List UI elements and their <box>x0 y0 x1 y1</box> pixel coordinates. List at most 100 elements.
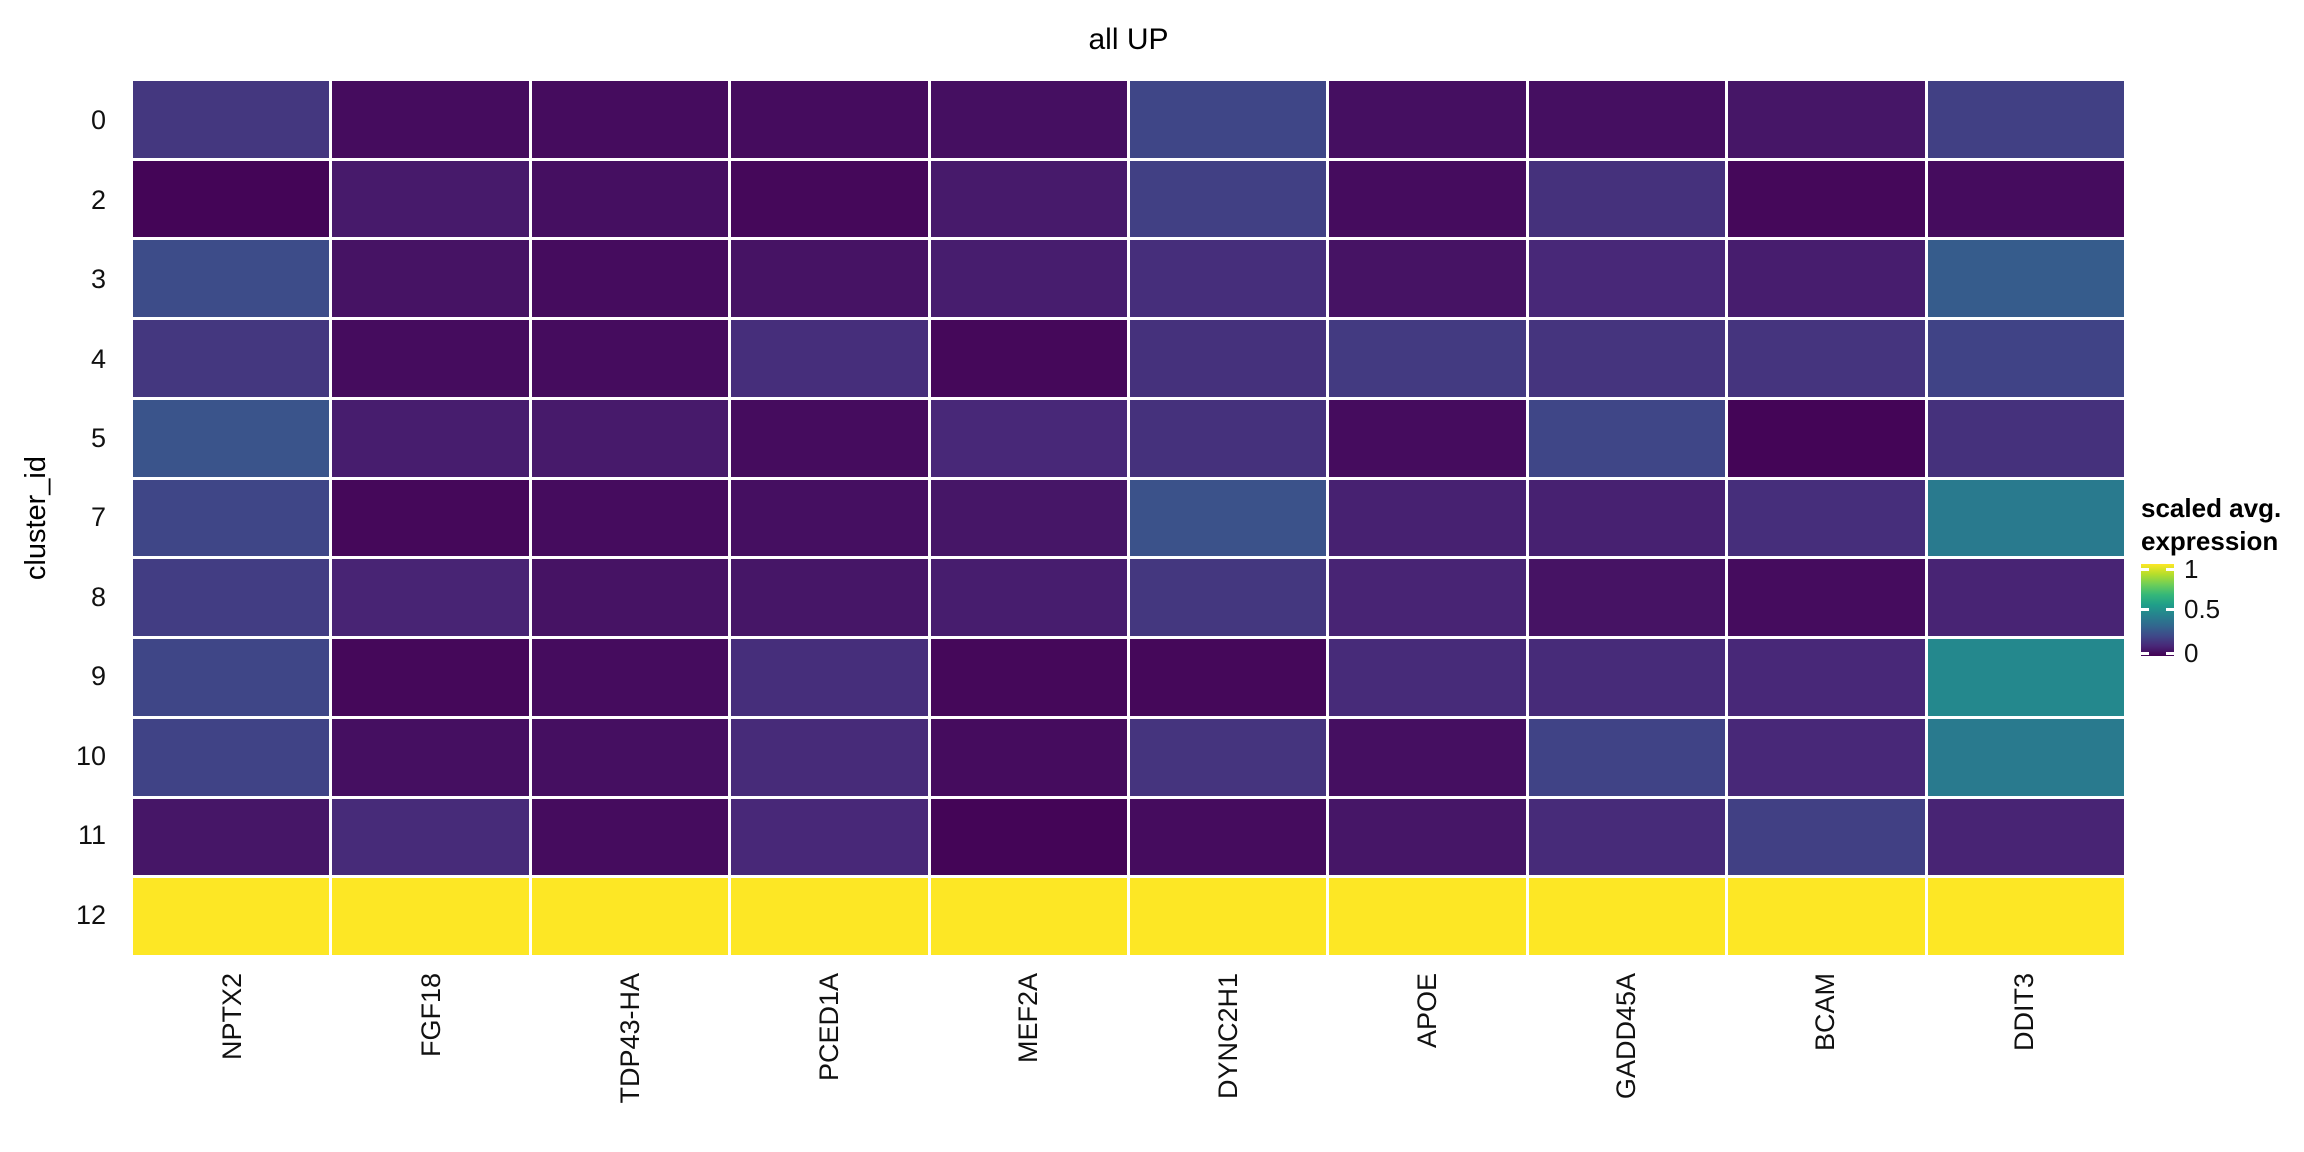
x-tick-cell: PCED1A <box>730 973 929 1148</box>
heatmap-cell <box>1927 160 2124 238</box>
y-tick-label: 12 <box>75 899 106 930</box>
heatmap-cell <box>332 878 529 955</box>
heatmap-cell <box>1728 399 1925 477</box>
heatmap-cell <box>930 81 1127 158</box>
legend-title: scaled avg. expression <box>2141 492 2304 558</box>
heatmap-cell <box>1927 639 2124 716</box>
x-tick-cell: DDIT3 <box>1925 973 2124 1148</box>
heatmap-cell <box>133 399 330 477</box>
heatmap-cell <box>1728 479 1925 557</box>
heatmap-cell <box>1129 559 1327 637</box>
heatmap-cell <box>731 399 928 477</box>
heatmap-cell <box>930 399 1127 477</box>
x-tick-label: FGF18 <box>416 973 447 1058</box>
heatmap-cell <box>731 81 928 158</box>
heatmap-cell <box>1129 399 1327 477</box>
heatmap-cell <box>1329 878 1526 955</box>
heatmap-cell <box>332 639 529 716</box>
heatmap-cell <box>531 479 729 557</box>
y-tick-label: 2 <box>90 184 106 215</box>
y-tick-label: 11 <box>77 820 106 851</box>
heatmap-cell <box>731 479 928 557</box>
heatmap-cell <box>930 639 1127 716</box>
legend-tick-label: 0.5 <box>2184 594 2221 624</box>
heatmap-cell <box>1329 320 1526 397</box>
heatmap-cell <box>1728 718 1925 796</box>
x-tick-label: APOE <box>1411 973 1442 1049</box>
heatmap-cell <box>1329 399 1526 477</box>
heatmap-cell <box>1528 240 1726 318</box>
legend-tick-mark <box>2166 652 2174 655</box>
heatmap-cell <box>1129 320 1327 397</box>
heatmap-cell <box>332 320 529 397</box>
y-tick-label: 7 <box>90 502 106 533</box>
x-tick-label: TDP43-HA <box>615 973 646 1104</box>
heatmap-cell <box>930 878 1127 955</box>
heatmap-cell <box>930 320 1127 397</box>
heatmap-cell <box>1728 798 1925 876</box>
heatmap-cell <box>531 240 729 318</box>
heatmap-cell <box>332 798 529 876</box>
heatmap-cell <box>731 160 928 238</box>
x-tick-cell: TDP43-HA <box>531 973 730 1148</box>
legend-tick-mark <box>2166 608 2174 611</box>
heatmap-cell <box>332 479 529 557</box>
heatmap-cell <box>731 240 928 318</box>
heatmap-cell <box>731 559 928 637</box>
heatmap-cell <box>1728 240 1925 318</box>
heatmap-cell <box>1329 798 1526 876</box>
heatmap-cell <box>1927 718 2124 796</box>
heatmap-cell <box>332 399 529 477</box>
heatmap-cell <box>1927 320 2124 397</box>
legend-title-line1: scaled avg. <box>2141 493 2282 523</box>
heatmap-cell <box>1528 479 1726 557</box>
heatmap-cell <box>731 320 928 397</box>
heatmap-cell <box>133 320 330 397</box>
heatmap-panel <box>133 81 2124 955</box>
heatmap-cell <box>1528 718 1726 796</box>
heatmap-cell <box>133 798 330 876</box>
heatmap-cell <box>332 240 529 318</box>
heatmap-cell <box>531 160 729 238</box>
x-tick-label: BCAM <box>1809 973 1840 1052</box>
heatmap-cell <box>1927 81 2124 158</box>
heatmap-cell <box>1329 240 1526 318</box>
heatmap-cell <box>1528 399 1726 477</box>
x-tick-label: NPTX2 <box>217 973 248 1061</box>
legend-colorbar-container: 1 0.5 0 <box>2141 556 2304 666</box>
heatmap-cell <box>531 639 729 716</box>
legend-colorbar <box>2141 564 2174 656</box>
heatmap-cell <box>1129 81 1327 158</box>
heatmap-cell <box>1528 559 1726 637</box>
heatmap-cell <box>1329 559 1526 637</box>
heatmap-cell <box>1129 160 1327 238</box>
x-tick-label: DDIT3 <box>2008 973 2039 1052</box>
heatmap-cell <box>1129 718 1327 796</box>
heatmap-cell <box>1329 479 1526 557</box>
heatmap-cell <box>133 240 330 318</box>
heatmap-cell <box>133 81 330 158</box>
heatmap-cell <box>930 479 1127 557</box>
heatmap-cell <box>731 639 928 716</box>
heatmap-cell <box>133 878 330 955</box>
y-tick-label: 4 <box>90 343 106 374</box>
heatmap-cell <box>930 718 1127 796</box>
heatmap-cell <box>332 160 529 238</box>
y-tick-label: 3 <box>90 264 106 295</box>
heatmap-cell <box>1528 878 1726 955</box>
heatmap-cell <box>1528 639 1726 716</box>
legend-tick-mark <box>2166 568 2174 571</box>
heatmap-cell <box>1728 320 1925 397</box>
heatmap-cell <box>133 718 330 796</box>
heatmap-cell <box>1129 479 1327 557</box>
heatmap-cell <box>332 81 529 158</box>
heatmap-cell <box>133 160 330 238</box>
heatmap-cell <box>1927 479 2124 557</box>
heatmap-cell <box>930 160 1127 238</box>
heatmap-cell <box>1329 639 1526 716</box>
heatmap-cell <box>1528 81 1726 158</box>
heatmap-cell <box>1329 718 1526 796</box>
y-axis-tick-labels: 0 2 3 4 5 7 8 9 10 11 12 <box>0 81 120 955</box>
x-tick-label: DYNC2H1 <box>1212 973 1243 1100</box>
legend-title-line2: expression <box>2141 526 2279 556</box>
